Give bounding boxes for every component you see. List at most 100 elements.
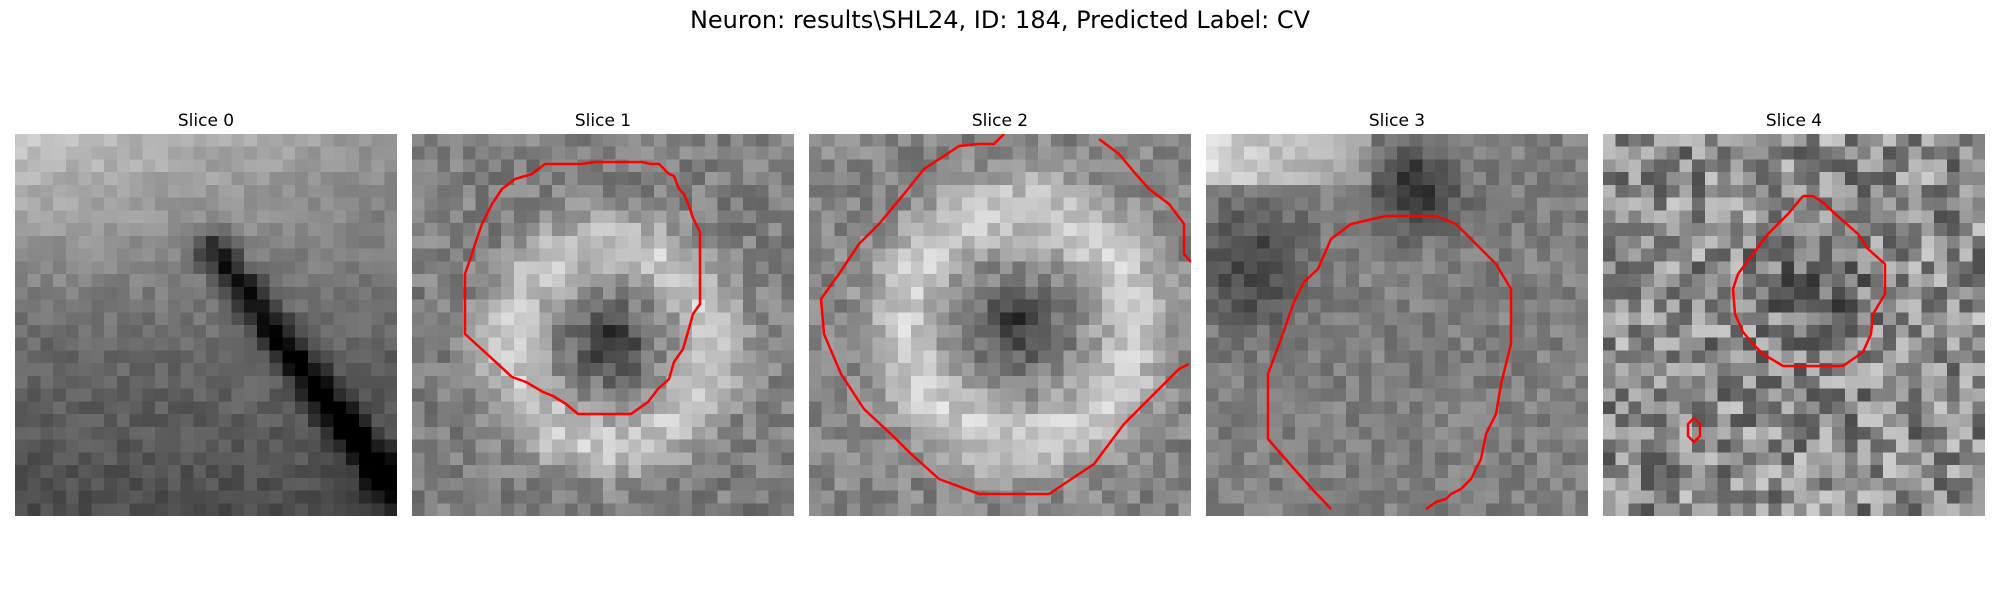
image-pixel xyxy=(104,299,118,313)
image-pixel xyxy=(1537,184,1551,199)
image-pixel xyxy=(513,350,528,364)
image-pixel xyxy=(384,477,397,492)
image-pixel xyxy=(1511,134,1525,148)
image-pixel xyxy=(1346,197,1360,211)
image-pixel xyxy=(1460,477,1474,492)
image-pixel xyxy=(1114,477,1128,492)
image-pixel xyxy=(412,159,426,173)
image-pixel xyxy=(1653,503,1668,516)
image-pixel xyxy=(1692,248,1706,262)
image-pixel xyxy=(1781,223,1795,237)
image-pixel xyxy=(755,452,770,466)
image-pixel xyxy=(1575,286,1588,301)
image-pixel xyxy=(961,299,976,313)
image-pixel xyxy=(27,274,42,288)
image-pixel xyxy=(1152,503,1167,516)
image-pixel xyxy=(1256,452,1271,466)
image-pixel xyxy=(526,350,540,364)
image-pixel xyxy=(1498,159,1513,173)
image-pixel xyxy=(1371,172,1385,186)
image-pixel xyxy=(142,312,156,326)
image-pixel xyxy=(256,325,271,339)
image-pixel xyxy=(1498,197,1513,211)
image-pixel xyxy=(1806,452,1821,466)
image-pixel xyxy=(488,325,502,339)
image-pixel xyxy=(1934,414,1948,428)
image-pixel xyxy=(1549,172,1564,186)
image-pixel xyxy=(1666,325,1680,339)
image-pixel xyxy=(1282,490,1296,504)
image-pixel xyxy=(1140,159,1154,173)
image-pixel xyxy=(1730,146,1744,161)
image-pixel xyxy=(1165,235,1179,250)
image-pixel xyxy=(1934,235,1948,250)
image-pixel xyxy=(615,172,630,186)
image-pixel xyxy=(1152,210,1167,224)
image-pixel xyxy=(949,248,963,262)
image-pixel xyxy=(513,184,528,199)
image-pixel xyxy=(717,337,731,352)
image-pixel xyxy=(539,414,553,428)
image-pixel xyxy=(1206,312,1220,326)
image-pixel xyxy=(462,210,477,224)
image-pixel xyxy=(923,490,937,504)
image-pixel xyxy=(1908,274,1922,288)
image-pixel xyxy=(1908,197,1922,211)
image-pixel xyxy=(1063,248,1077,262)
image-pixel xyxy=(1692,299,1706,313)
image-pixel xyxy=(1498,503,1513,516)
image-pixel xyxy=(1819,452,1833,466)
image-pixel xyxy=(1307,210,1322,224)
image-pixel xyxy=(872,337,886,352)
image-pixel xyxy=(1256,197,1271,211)
image-pixel xyxy=(1358,477,1373,492)
image-pixel xyxy=(142,401,156,415)
image-pixel xyxy=(704,439,719,453)
image-pixel xyxy=(1282,401,1296,415)
image-pixel xyxy=(1371,325,1385,339)
image-pixel xyxy=(1921,197,1935,211)
image-pixel xyxy=(231,235,245,250)
image-pixel xyxy=(1628,223,1642,237)
image-pixel xyxy=(1025,159,1039,173)
image-pixel xyxy=(1397,477,1411,492)
image-pixel xyxy=(1934,503,1948,516)
image-pixel xyxy=(809,261,823,275)
image-pixel xyxy=(282,414,296,428)
image-pixel xyxy=(1666,286,1680,301)
image-pixel xyxy=(666,286,680,301)
image-pixel xyxy=(142,388,156,402)
image-pixel xyxy=(104,172,118,186)
image-pixel xyxy=(1346,248,1360,262)
image-pixel xyxy=(755,274,770,288)
image-pixel xyxy=(755,286,770,301)
image-pixel xyxy=(1603,159,1617,173)
image-pixel xyxy=(1794,503,1808,516)
image-pixel xyxy=(1358,184,1373,199)
image-pixel xyxy=(1114,159,1128,173)
image-pixel xyxy=(1447,248,1462,262)
image-pixel xyxy=(1101,248,1116,262)
image-pixel xyxy=(1921,261,1935,275)
image-pixel xyxy=(155,223,169,237)
image-pixel xyxy=(1063,503,1077,516)
image-pixel xyxy=(1473,375,1487,390)
image-pixel xyxy=(859,134,874,148)
image-pixel xyxy=(1743,274,1757,288)
image-pixel xyxy=(859,503,874,516)
image-pixel xyxy=(1038,172,1052,186)
image-pixel xyxy=(1000,388,1014,402)
image-pixel xyxy=(475,490,489,504)
image-pixel xyxy=(218,414,233,428)
image-pixel xyxy=(1755,134,1770,148)
image-pixel xyxy=(653,375,668,390)
image-pixel xyxy=(206,401,220,415)
image-pixel xyxy=(923,146,937,161)
image-pixel xyxy=(231,312,245,326)
image-pixel xyxy=(1384,477,1398,492)
image-pixel xyxy=(282,223,296,237)
image-pixel xyxy=(1934,172,1948,186)
image-pixel xyxy=(218,490,233,504)
image-pixel xyxy=(730,477,744,492)
image-pixel xyxy=(1717,375,1731,390)
